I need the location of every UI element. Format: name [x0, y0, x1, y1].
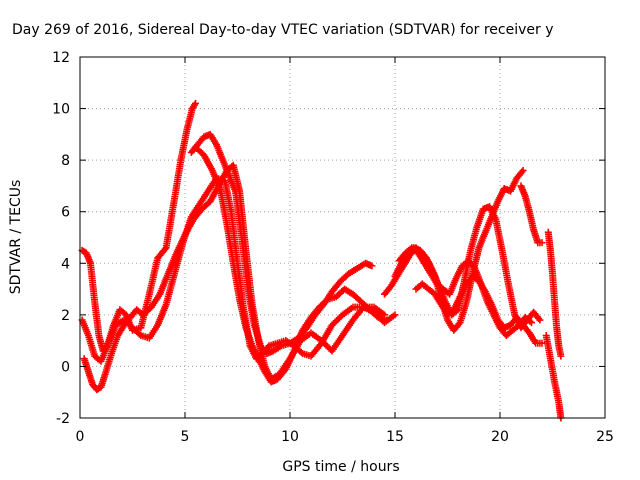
- series-track-12: [542, 332, 565, 422]
- y-tick-label: 8: [61, 153, 70, 169]
- x-tick-label: 0: [76, 429, 85, 445]
- series-track-9: [412, 272, 546, 347]
- data-point: [381, 311, 388, 319]
- x-tick-label: 10: [281, 429, 299, 445]
- data-point: [536, 316, 544, 324]
- y-axis-label: SDTVAR / TECUs: [8, 180, 24, 295]
- y-tick-label: 0: [61, 359, 70, 375]
- series-track-10: [517, 182, 546, 247]
- data-points: [78, 99, 565, 422]
- grid-lines: [80, 57, 605, 418]
- plot-frame: [79, 56, 606, 419]
- data-point: [519, 166, 527, 174]
- series-track-7: [391, 203, 544, 332]
- y-axis-ticks: -2 0 2 4 6 8 10 12: [52, 50, 605, 427]
- y-tick-label: -2: [56, 411, 70, 427]
- chart-title: Day 269 of 2016, Sidereal Day-to-day VTE…: [12, 22, 554, 38]
- data-point: [391, 311, 399, 319]
- x-tick-label: 20: [491, 429, 509, 445]
- series-track-11: [544, 228, 565, 360]
- y-tick-label: 10: [52, 102, 70, 118]
- series-track-1: [78, 99, 199, 355]
- x-axis-ticks: 0 5 10 15 20 25: [76, 57, 614, 445]
- x-tick-label: 5: [181, 429, 190, 445]
- data-point: [161, 245, 169, 253]
- x-axis-label: GPS time / hours: [282, 459, 399, 475]
- data-point: [192, 99, 199, 107]
- x-tick-label: 15: [386, 429, 404, 445]
- data-point: [455, 320, 463, 328]
- data-point: [535, 315, 543, 322]
- y-tick-label: 6: [61, 205, 70, 221]
- y-tick-label: 12: [52, 50, 70, 66]
- series-track-4: [78, 174, 399, 365]
- data-point: [368, 262, 376, 270]
- data-point: [528, 319, 535, 327]
- y-tick-label: 2: [61, 308, 70, 324]
- series-track-5: [187, 130, 376, 357]
- x-tick-label: 25: [596, 429, 614, 445]
- data-point: [557, 352, 565, 360]
- y-tick-label: 4: [61, 256, 70, 272]
- data-point: [538, 239, 546, 247]
